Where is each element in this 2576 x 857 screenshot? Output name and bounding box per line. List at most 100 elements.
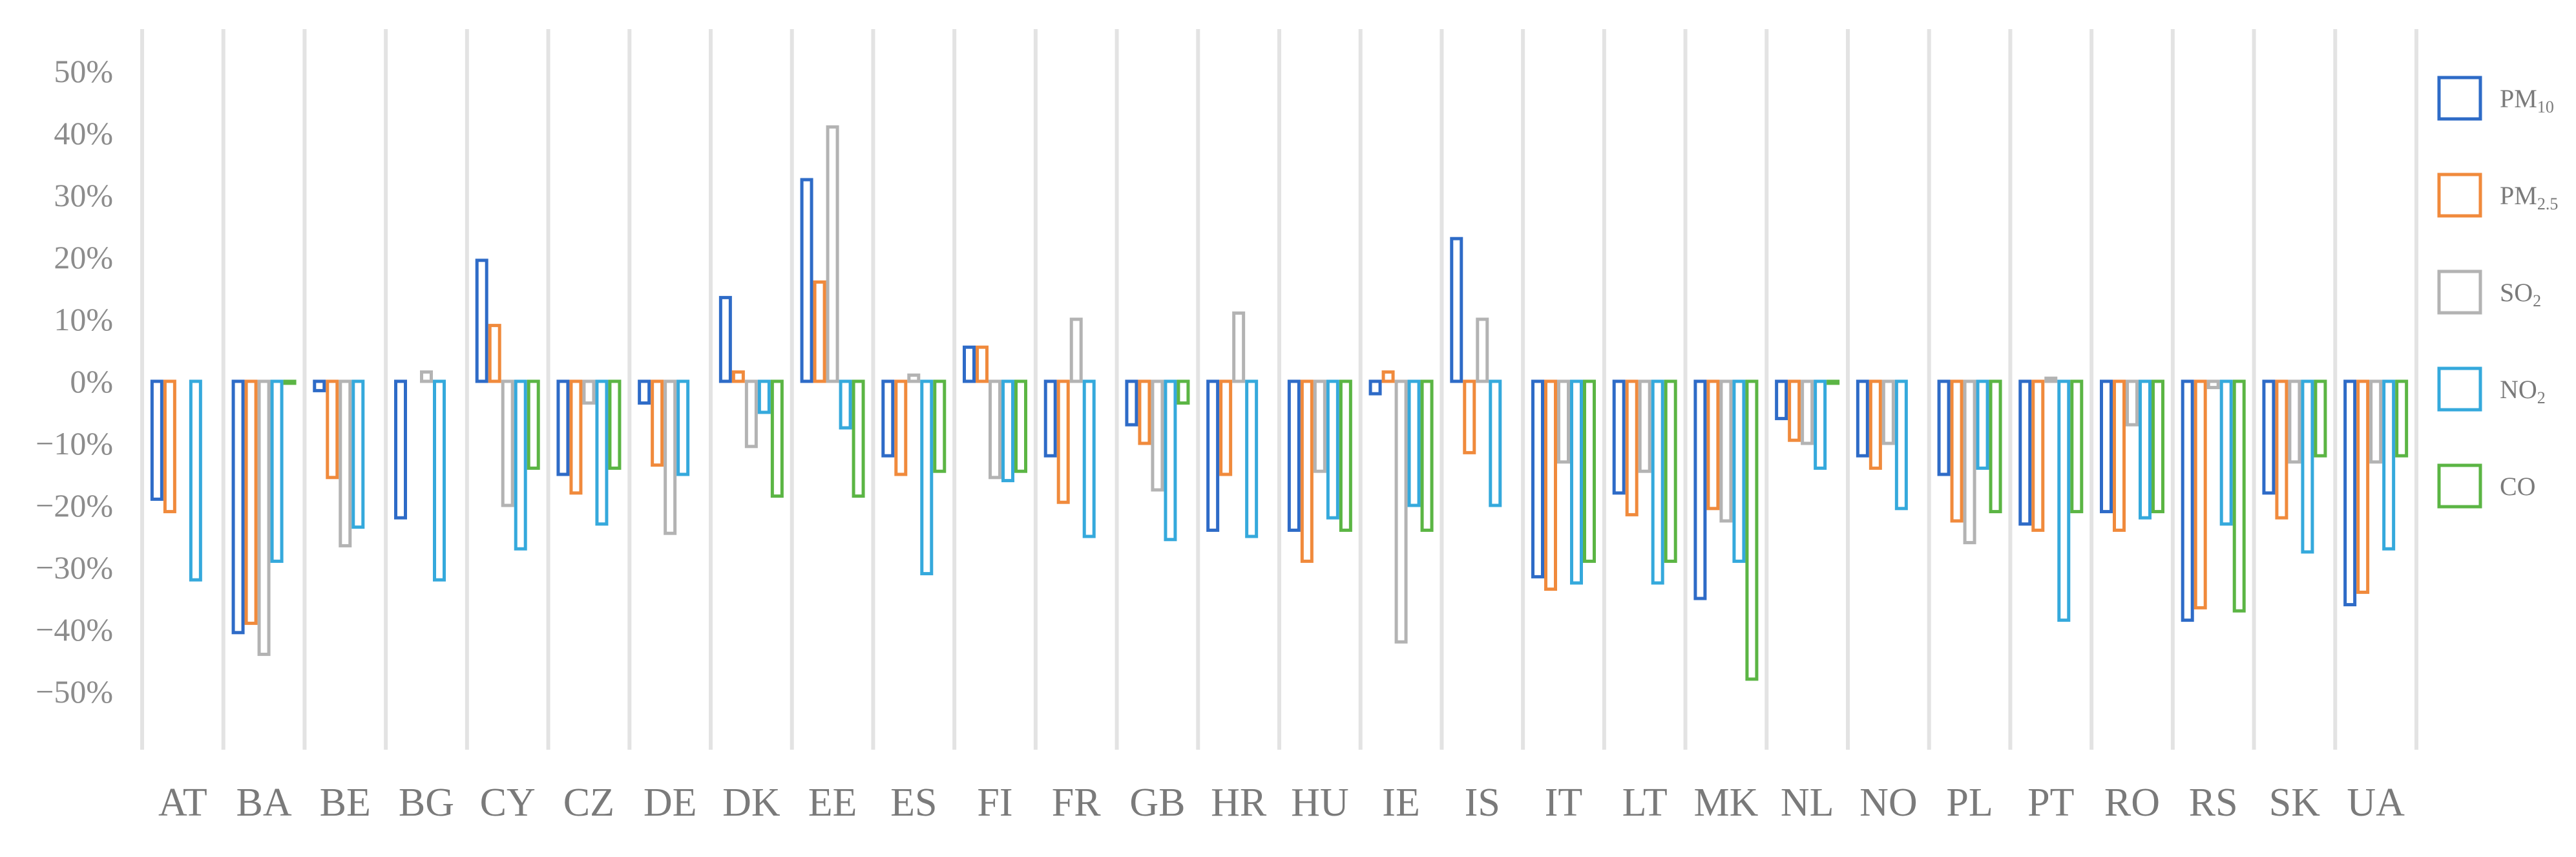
- bar: [1407, 379, 1421, 507]
- y-tick-label: 50%: [54, 53, 113, 89]
- bar: [1043, 379, 1057, 458]
- bar: [1732, 379, 1746, 563]
- legend-swatch: [2437, 463, 2482, 509]
- bar: [1476, 317, 1489, 383]
- bar: [1570, 379, 1583, 585]
- legend-label: NO2: [2500, 375, 2546, 407]
- bar: [744, 379, 758, 449]
- bar: [1326, 379, 1339, 520]
- bar: [1989, 379, 2002, 514]
- bar: [2194, 379, 2207, 609]
- bar: [1394, 379, 1408, 644]
- bar: [1420, 379, 1434, 532]
- bar: [163, 379, 176, 514]
- bar: [501, 379, 514, 507]
- legend-swatch: [2437, 173, 2482, 218]
- bar: [976, 345, 989, 383]
- x-tick-label: MK: [1693, 781, 1758, 825]
- x-tick-label: PL: [1946, 781, 1993, 825]
- legend-swatch: [2437, 270, 2482, 315]
- bar: [1544, 379, 1557, 591]
- x-tick-label: LT: [1622, 781, 1668, 825]
- bar: [826, 125, 839, 383]
- bar: [475, 259, 488, 383]
- bar: [339, 379, 352, 547]
- bar: [1014, 379, 1027, 473]
- bar: [664, 379, 677, 535]
- legend-swatch: [2437, 366, 2482, 412]
- x-tick-label: HR: [1211, 781, 1267, 825]
- bar: [1151, 379, 1164, 492]
- bar: [1827, 379, 1840, 385]
- bar: [676, 379, 690, 476]
- bar: [1450, 237, 1463, 383]
- legend-label: SO2: [2500, 278, 2541, 310]
- bar: [731, 370, 745, 383]
- x-tick-label: DK: [722, 781, 780, 825]
- bar: [394, 379, 407, 520]
- bar: [1219, 379, 1233, 476]
- bar: [2126, 379, 2139, 427]
- x-tick-label: ES: [890, 781, 937, 825]
- bar: [582, 379, 596, 405]
- y-tick-label: −50%: [36, 673, 113, 710]
- x-axis-labels: AT BA BE BG CY CZ DE DK EE ES FI FR GB HR HU IE IS IT LT MK…: [158, 781, 2405, 825]
- bar: [189, 379, 202, 582]
- bar: [1368, 379, 1382, 396]
- bar: [1963, 379, 1976, 545]
- y-tick-label: −30%: [36, 549, 113, 586]
- x-tick-label: HU: [1291, 781, 1349, 825]
- bar: [839, 379, 852, 430]
- bar: [2356, 379, 2370, 594]
- bar: [270, 379, 284, 563]
- bar: [608, 379, 622, 470]
- bar: [2018, 379, 2032, 526]
- bar: [813, 280, 826, 383]
- bar: [2113, 379, 2126, 532]
- bar: [651, 379, 664, 467]
- bar: [2206, 379, 2220, 390]
- bar: [2044, 376, 2058, 383]
- y-axis-ticks: 50% 40% 30% 20% 10% 0% −10% −20% −30% −40% −50%: [36, 53, 113, 710]
- bar: [1719, 379, 1733, 523]
- bar: [1788, 379, 1801, 442]
- x-tick-label: GB: [1129, 781, 1185, 825]
- bar: [231, 379, 245, 635]
- x-tick-label: AT: [158, 781, 207, 825]
- bar: [1881, 379, 1895, 445]
- y-tick-label: 10%: [54, 301, 113, 337]
- x-tick-label: DE: [644, 781, 697, 825]
- bar: [2181, 379, 2194, 622]
- y-tick-label: −10%: [36, 425, 113, 461]
- bar: [2288, 379, 2301, 464]
- x-tick-label: FI: [977, 781, 1012, 825]
- bar: [894, 379, 908, 476]
- bar: [1082, 379, 1096, 538]
- x-tick-label: RO: [2104, 781, 2160, 825]
- bar: [1531, 379, 1544, 578]
- bar: [1894, 379, 1908, 511]
- bar: [920, 379, 934, 576]
- x-tick-label: FR: [1052, 781, 1101, 825]
- x-tick-label: NL: [1781, 781, 1834, 825]
- bar: [1976, 379, 1989, 470]
- bar: [326, 379, 339, 480]
- bar: [770, 379, 784, 498]
- bar: [2314, 379, 2327, 458]
- bar: [527, 379, 540, 470]
- bar: [907, 373, 921, 383]
- bar: [1245, 379, 1259, 538]
- bar: [1463, 379, 1476, 454]
- bar: [569, 379, 583, 495]
- bar: [1287, 379, 1301, 532]
- x-tick-label: BA: [236, 781, 292, 825]
- bar: [1950, 379, 1963, 523]
- bar: [800, 178, 813, 383]
- bar: [1138, 379, 1151, 445]
- bar: [638, 379, 651, 405]
- bar: [1300, 379, 1314, 563]
- bar: [420, 370, 433, 383]
- bar: [2382, 379, 2396, 551]
- y-tick-label: 20%: [54, 239, 113, 275]
